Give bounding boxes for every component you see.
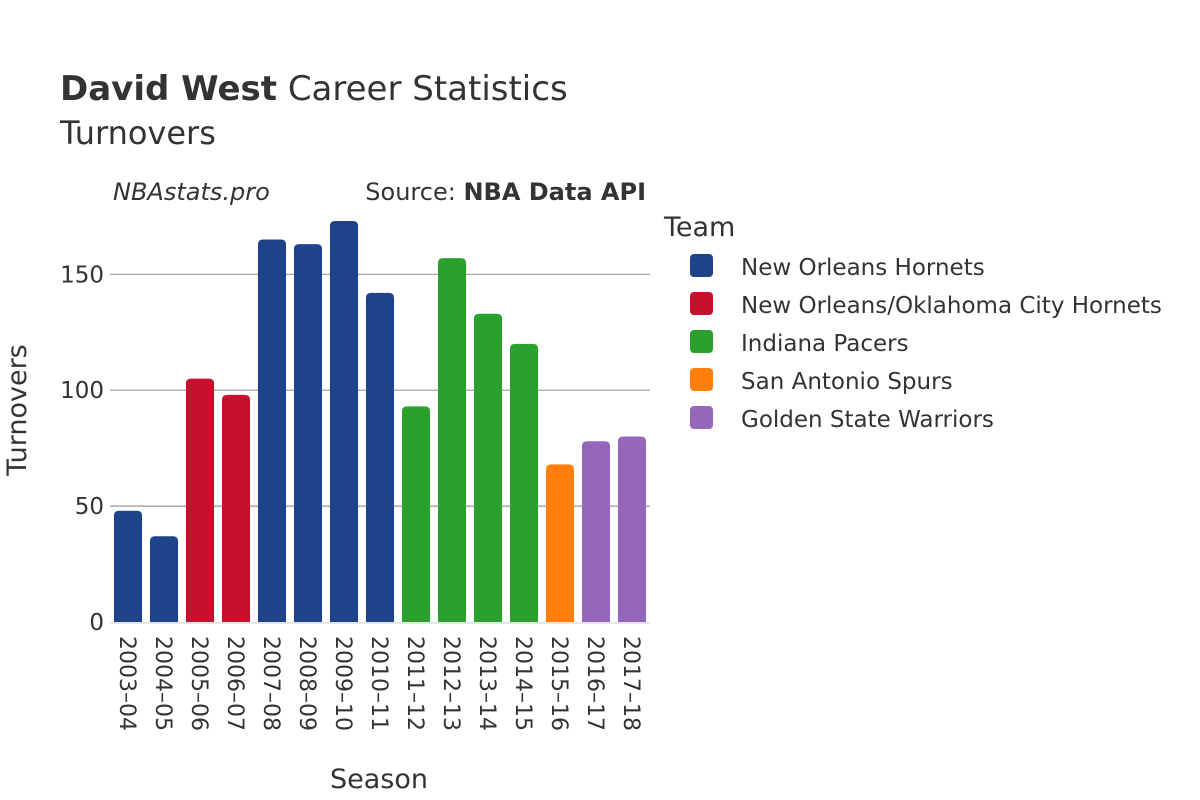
bar-2012–13: [437, 258, 467, 622]
legend-label: New Orleans Hornets: [741, 255, 985, 281]
y-tick-label: 0: [89, 610, 104, 636]
x-tick-label: 2009–10: [330, 636, 355, 731]
bars: [113, 220, 647, 622]
x-tick-label: 2015–16: [546, 636, 571, 731]
x-tick-label: 2017–18: [618, 636, 643, 731]
legend-label: New Orleans/Oklahoma City Hornets: [741, 293, 1162, 319]
bar-2009–10: [329, 220, 359, 622]
x-tick-label: 2011–12: [402, 636, 427, 731]
legend: New Orleans Hornets New Orleans/Oklahoma …: [690, 254, 1162, 433]
legend-label: Indiana Pacers: [741, 331, 909, 357]
chart-title: David West Career Statistics: [60, 69, 568, 109]
bar-2005–06: [185, 378, 215, 622]
x-tick-label: 2014–15: [510, 636, 535, 731]
x-tick-label: 2016–17: [582, 636, 607, 731]
bar-2017–18: [617, 436, 647, 622]
x-tick-label: 2003–04: [114, 636, 139, 731]
chart-subtitle: Turnovers: [59, 114, 216, 152]
x-tick-label: 2010–11: [366, 636, 391, 731]
bar-2014–15: [509, 343, 539, 622]
bar-2007–08: [257, 239, 287, 622]
x-axis-ticks: 2003–04 2004–05 2005–06 2006–07 2007–08 2008–…: [114, 636, 643, 731]
bar-2008–09: [293, 244, 323, 622]
legend-swatch: [690, 330, 713, 353]
y-tick-label: 50: [75, 494, 104, 520]
legend-swatch: [690, 406, 713, 429]
legend-title: Team: [663, 212, 735, 243]
bar-2010–11: [365, 292, 395, 622]
x-tick-label: 2006–07: [222, 636, 247, 731]
y-tick-label: 100: [60, 378, 104, 404]
bar-2011–12: [401, 406, 431, 622]
x-tick-label: 2007–08: [258, 636, 283, 731]
x-tick-label: 2008–09: [294, 636, 319, 731]
x-axis-title: Season: [330, 764, 428, 795]
bar-2006–07: [221, 394, 251, 622]
x-tick-label: 2005–06: [186, 636, 211, 731]
y-tick-label: 150: [60, 262, 104, 288]
bar-2003–04: [113, 510, 143, 622]
watermark-label: NBAstats.pro: [113, 178, 270, 206]
x-tick-label: 2004–05: [150, 636, 175, 731]
bar-2016–17: [581, 441, 611, 622]
x-tick-label: 2012–13: [438, 636, 463, 731]
legend-swatch: [690, 254, 713, 277]
bar-2013–14: [473, 313, 503, 622]
legend-label: Golden State Warriors: [741, 407, 994, 433]
legend-swatch: [690, 292, 713, 315]
y-axis-ticks: 0 50 100 150: [60, 262, 104, 636]
bar-2004–05: [149, 536, 179, 622]
x-tick-label: 2013–14: [474, 636, 499, 731]
source-label: Source: NBA Data API: [365, 178, 646, 206]
bar-2015–16: [545, 464, 575, 622]
y-axis-title: Turnovers: [2, 344, 33, 477]
legend-label: San Antonio Spurs: [741, 369, 953, 395]
legend-swatch: [690, 368, 713, 391]
